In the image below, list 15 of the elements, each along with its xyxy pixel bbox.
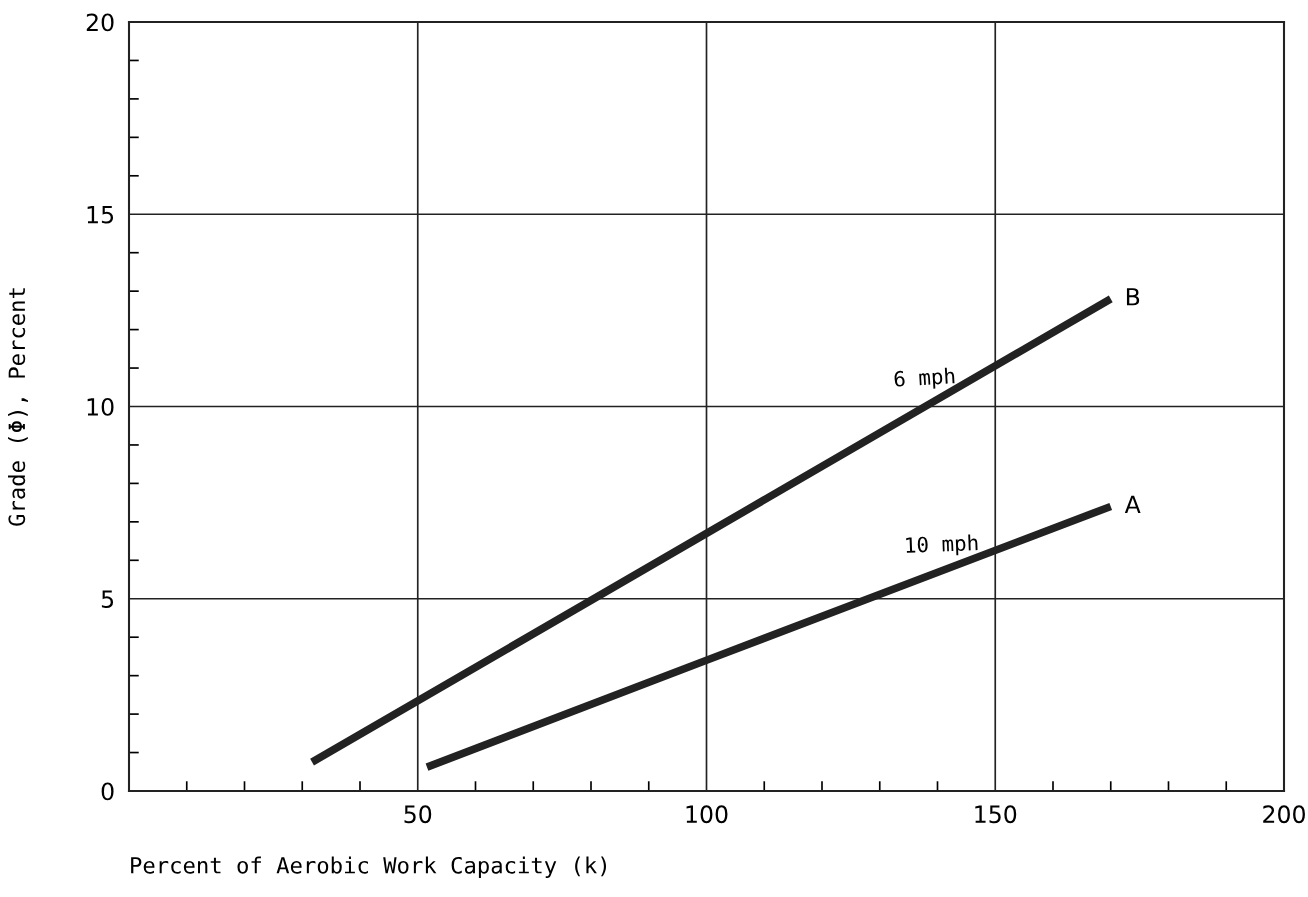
y-tick-label: 10: [87, 397, 114, 416]
x-tick-label: 50: [404, 805, 432, 824]
series-label: 10 mph: [906, 534, 978, 558]
annotation: A: [1124, 495, 1141, 513]
series-label: 6 mph: [894, 367, 955, 391]
y-tick-label: 20: [86, 13, 114, 32]
y-axis-title: Grade (Φ), Percent: [8, 288, 28, 526]
y-tick-label: 5: [101, 590, 114, 609]
x-tick-label: 200: [1263, 805, 1305, 824]
y-tick-label: 0: [101, 782, 114, 801]
annotation: B: [1126, 288, 1140, 306]
x-tick-label: 150: [975, 805, 1017, 824]
y-tick-label: 15: [87, 206, 114, 224]
x-axis-title: Percent of Aerobic Work Capacity (k): [131, 856, 607, 878]
x-tick-label: 100: [686, 805, 728, 824]
